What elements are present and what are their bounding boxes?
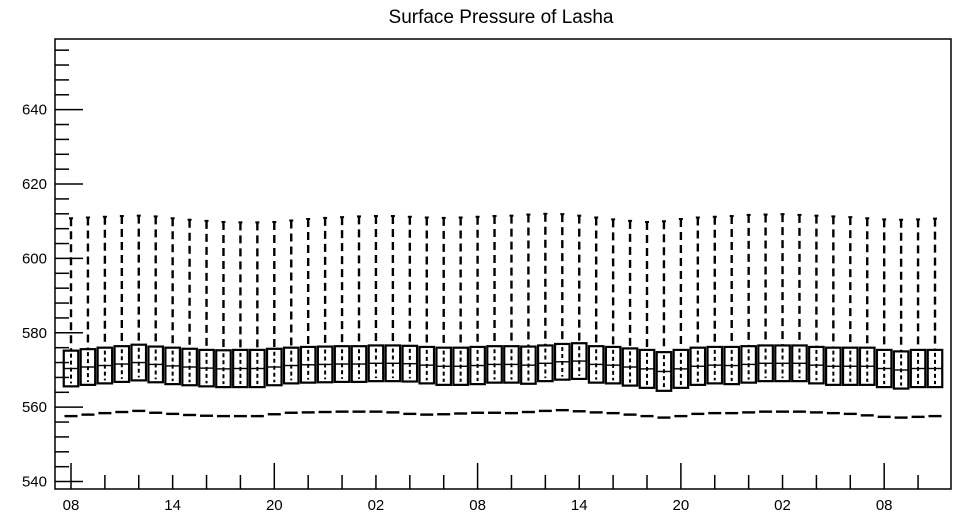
box-48 — [875, 218, 893, 419]
x-tick-label-5: 14 — [571, 497, 588, 514]
box-19 — [384, 215, 402, 414]
box-24 — [469, 215, 486, 414]
box-38 — [706, 215, 724, 415]
y-tick-label-580: 580 — [22, 325, 47, 342]
box-36 — [672, 218, 690, 418]
boxes-layer — [62, 212, 944, 419]
plot-frame — [54, 38, 952, 490]
box-10 — [232, 221, 249, 418]
box-5 — [147, 215, 165, 414]
box-33 — [621, 219, 639, 416]
box-26 — [503, 214, 520, 415]
box-14 — [299, 218, 317, 414]
box-9 — [215, 220, 232, 418]
box-46 — [841, 216, 859, 416]
x-tick-label-2: 20 — [266, 497, 283, 514]
y-tick-label-640: 640 — [22, 102, 47, 119]
box-37 — [689, 216, 707, 416]
box-1 — [79, 216, 97, 416]
box-42 — [774, 213, 791, 413]
box-28 — [537, 212, 554, 413]
x-tick-label-1: 14 — [164, 497, 181, 514]
y-tick-label-620: 620 — [22, 176, 47, 193]
x-tick-label-7: 02 — [774, 497, 791, 514]
x-tick-label-8: 08 — [876, 497, 893, 514]
chart-title: Surface Pressure of Lasha — [389, 7, 614, 28]
box-13 — [282, 219, 300, 414]
box-21 — [418, 216, 436, 416]
box-51 — [926, 217, 944, 418]
box-16 — [333, 216, 351, 413]
y-tick-label-600: 600 — [22, 250, 47, 267]
box-8 — [198, 219, 215, 417]
box-43 — [791, 213, 808, 413]
box-0 — [62, 217, 80, 418]
box-41 — [757, 213, 774, 413]
box-4 — [130, 214, 148, 413]
x-tick-label-3: 02 — [368, 497, 385, 514]
box-31 — [587, 216, 605, 414]
y-tick-label-560: 560 — [22, 399, 47, 416]
box-2 — [96, 215, 114, 415]
box-50 — [909, 218, 927, 419]
box-47 — [858, 217, 876, 417]
box-44 — [808, 214, 825, 414]
box-20 — [401, 215, 419, 416]
box-27 — [520, 213, 537, 414]
box-39 — [723, 215, 741, 415]
box-30 — [570, 214, 588, 413]
box-6 — [164, 217, 181, 416]
box-17 — [350, 215, 368, 413]
box-22 — [435, 216, 453, 416]
box-34 — [638, 220, 656, 418]
box-3 — [113, 215, 131, 414]
box-29 — [553, 213, 571, 412]
box-18 — [367, 215, 385, 413]
box-15 — [316, 216, 334, 414]
box-40 — [740, 213, 757, 414]
box-7 — [181, 218, 198, 417]
box-32 — [604, 218, 622, 415]
box-23 — [452, 216, 469, 415]
box-49 — [892, 218, 910, 419]
box-11 — [249, 221, 266, 418]
x-tick-label-4: 08 — [469, 497, 486, 514]
y-tick-label-540: 540 — [22, 474, 47, 491]
axes-layer: 540 560 580 600 620 640 08 14 20 02 08 14 20 02 08 — [22, 49, 919, 514]
x-tick-label-0: 08 — [63, 497, 80, 514]
box-45 — [825, 215, 842, 415]
box-35 — [655, 220, 673, 419]
box-25 — [486, 215, 503, 414]
x-tick-label-6: 20 — [673, 497, 690, 514]
box-12 — [265, 220, 283, 416]
